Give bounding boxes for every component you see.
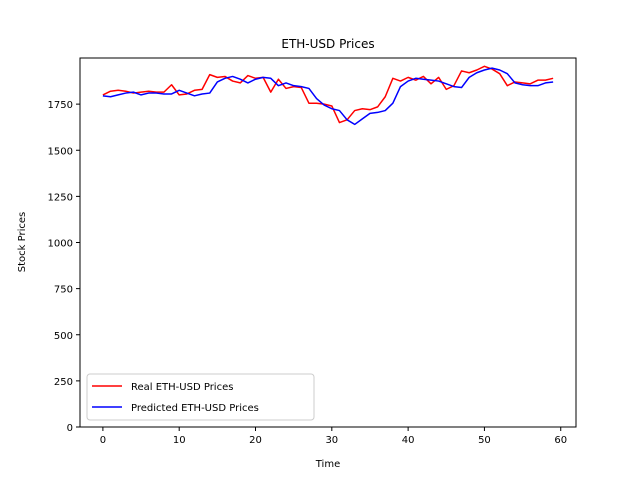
y-tick-label: 0 [67, 423, 73, 434]
legend: Real ETH-USD Prices Predicted ETH-USD Pri… [86, 373, 315, 421]
y-tick-label: 1250 [48, 192, 73, 203]
y-tick-label: 500 [54, 331, 73, 342]
chart-title: ETH-USD Prices [281, 37, 374, 51]
legend-box [86, 373, 315, 421]
x-tick-label: 60 [554, 435, 567, 446]
x-tick-label: 0 [100, 435, 106, 446]
series-line-0 [102, 65, 554, 124]
x-axis-label: Time [315, 459, 340, 470]
series-line-1 [102, 67, 554, 126]
y-tick-label: 1750 [48, 100, 73, 111]
x-tick-label: 10 [173, 435, 186, 446]
legend-label-1: Predicted ETH-USD Prices [131, 403, 259, 414]
x-axis: 0 10 20 30 40 50 60 [100, 427, 567, 446]
x-tick-label: 30 [325, 435, 338, 446]
legend-label-0: Real ETH-USD Prices [131, 382, 233, 393]
y-tick-label: 1000 [48, 239, 73, 250]
plot-frame [79, 57, 577, 428]
x-tick-label: 50 [478, 435, 491, 446]
series-layer [102, 65, 554, 126]
y-axis-label: Stock Prices [17, 212, 28, 272]
x-tick-label: 20 [249, 435, 262, 446]
y-axis: 0 250 500 750 1000 1250 1500 1750 [48, 100, 80, 434]
x-tick-label: 40 [402, 435, 415, 446]
y-tick-label: 750 [54, 285, 73, 296]
y-tick-label: 250 [54, 377, 73, 388]
y-tick-label: 1500 [48, 146, 73, 157]
